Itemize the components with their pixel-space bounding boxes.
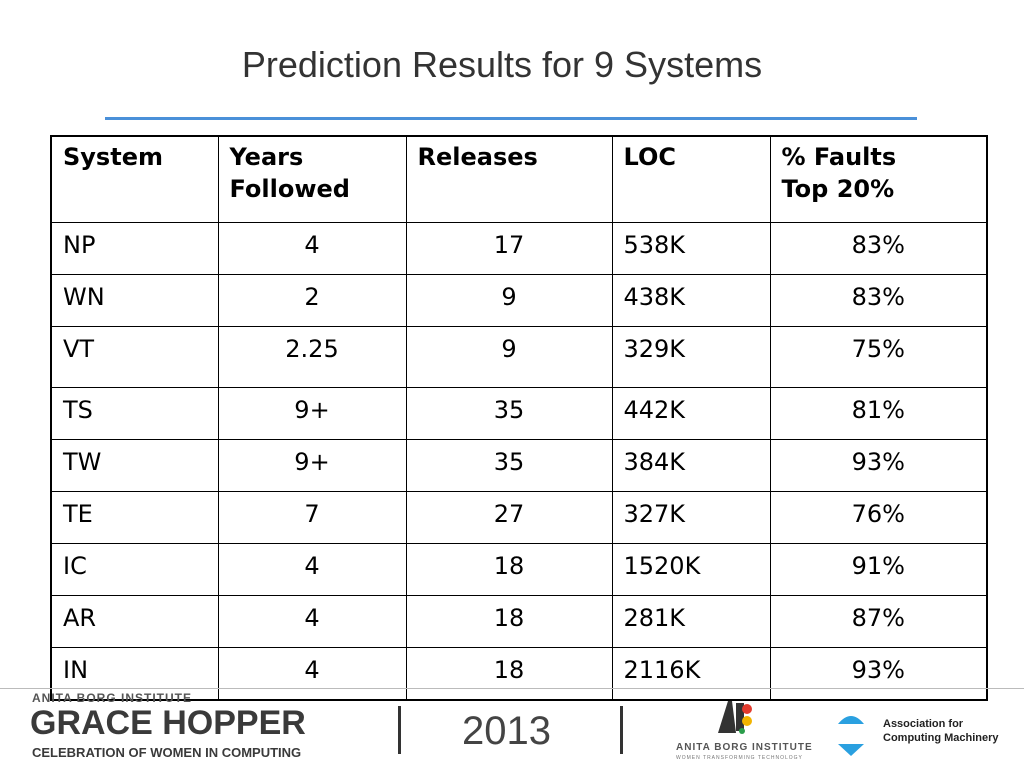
cell-years: 4: [217, 222, 407, 275]
cell-system: NP: [50, 222, 219, 275]
cell-faults: 93%: [769, 439, 988, 492]
cell-loc: 2116K: [611, 647, 771, 701]
footer-divider: [0, 688, 1024, 689]
grace-hopper-logo: GRACE HOPPER: [30, 704, 306, 742]
cell-system: TE: [50, 491, 219, 544]
cell-years: 9+: [217, 439, 407, 492]
cell-releases: 18: [405, 595, 613, 648]
table-row: VT 2.25 9 329K 75%: [50, 326, 988, 388]
cell-years: 4: [217, 543, 407, 596]
table-row: TS 9+ 35 442K 81%: [50, 387, 988, 440]
cell-years: 2.25: [217, 326, 407, 388]
cell-faults: 83%: [769, 274, 988, 327]
anita-borg-logo-text: ANITA BORG INSTITUTE: [676, 742, 813, 753]
footer-separator: [620, 706, 623, 754]
cell-loc: 327K: [611, 491, 771, 544]
header-system: System: [50, 135, 219, 223]
cell-loc: 281K: [611, 595, 771, 648]
cell-system: AR: [50, 595, 219, 648]
cell-loc: 329K: [611, 326, 771, 388]
title-underline: [105, 117, 917, 120]
cell-faults: 87%: [769, 595, 988, 648]
cell-releases: 9: [405, 326, 613, 388]
cell-faults: 91%: [769, 543, 988, 596]
header-faults-top20: % Faults Top 20%: [769, 135, 988, 223]
cell-years: 4: [217, 595, 407, 648]
cell-system: WN: [50, 274, 219, 327]
cell-releases: 17: [405, 222, 613, 275]
cell-loc: 438K: [611, 274, 771, 327]
cell-years: 9+: [217, 387, 407, 440]
table-row: AR 4 18 281K 87%: [50, 595, 988, 648]
header-releases: Releases: [405, 135, 613, 223]
cell-releases: 9: [405, 274, 613, 327]
header-years-followed: Years Followed: [217, 135, 407, 223]
acm-logo-text: Association for Computing Machinery: [883, 718, 999, 744]
cell-faults: 93%: [769, 647, 988, 701]
cell-system: IC: [50, 543, 219, 596]
cell-releases: 18: [405, 543, 613, 596]
slide-title: Prediction Results for 9 Systems: [241, 44, 763, 85]
cell-faults: 81%: [769, 387, 988, 440]
cell-years: 7: [217, 491, 407, 544]
abi-institute-label: ANITA BORG INSTITUTE: [32, 691, 192, 705]
cell-releases: 35: [405, 439, 613, 492]
anita-borg-tagline: WOMEN TRANSFORMING TECHNOLOGY: [676, 755, 803, 761]
grace-hopper-subtitle: CELEBRATION OF WOMEN IN COMPUTING: [32, 745, 302, 760]
results-table: System Years Followed Releases LOC % Faul…: [50, 135, 988, 701]
cell-system: IN: [50, 647, 219, 701]
table-row: TE 7 27 327K 76%: [50, 491, 988, 544]
cell-faults: 76%: [769, 491, 988, 544]
table-row: IN 4 18 2116K 93%: [50, 647, 988, 701]
cell-faults: 83%: [769, 222, 988, 275]
conference-year: 2013: [462, 709, 551, 753]
cell-loc: 1520K: [611, 543, 771, 596]
cell-loc: 442K: [611, 387, 771, 440]
table-header-row: System Years Followed Releases LOC % Faul…: [50, 135, 988, 223]
cell-faults: 75%: [769, 326, 988, 388]
cell-system: TW: [50, 439, 219, 492]
cell-releases: 18: [405, 647, 613, 701]
cell-releases: 27: [405, 491, 613, 544]
cell-years: 4: [217, 647, 407, 701]
cell-releases: 35: [405, 387, 613, 440]
header-loc: LOC: [611, 135, 771, 223]
footer-separator: [398, 706, 401, 754]
anita-borg-logo-icon: [718, 701, 752, 734]
acm-logo-icon: [838, 716, 864, 756]
table-row: TW 9+ 35 384K 93%: [50, 439, 988, 492]
cell-system: TS: [50, 387, 219, 440]
cell-years: 2: [217, 274, 407, 327]
table-row: IC 4 18 1520K 91%: [50, 543, 988, 596]
cell-loc: 384K: [611, 439, 771, 492]
cell-loc: 538K: [611, 222, 771, 275]
cell-system: VT: [50, 326, 219, 388]
table-row: NP 4 17 538K 83%: [50, 222, 988, 275]
table-row: WN 2 9 438K 83%: [50, 274, 988, 327]
